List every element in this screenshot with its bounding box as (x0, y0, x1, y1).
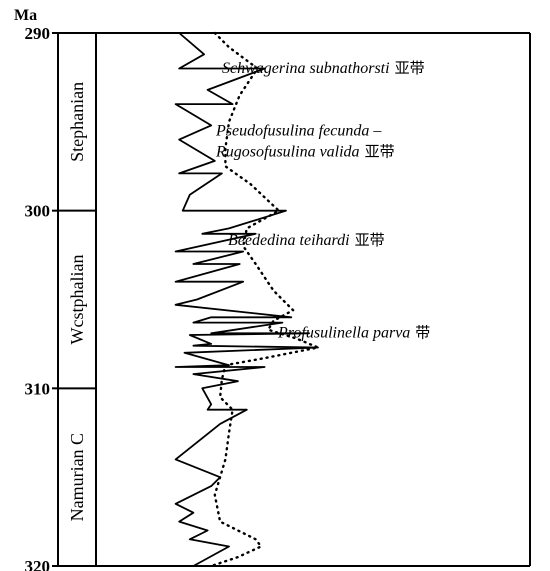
zone-label: Beededina teihardi 亚带 (228, 231, 385, 249)
zone-labels: Schwagerina subnathorsti 亚带 Pseudofusulina… (215, 59, 430, 342)
axis-ticks: 290 300 310 320 (25, 24, 58, 571)
dotted-curve (210, 31, 320, 568)
curves (174, 31, 320, 568)
zone-rank-suffix: 带 (415, 323, 430, 341)
stage-labels: Stephanian Wcstphalian Namurian C (58, 82, 96, 521)
zone-rank-suffix: 亚带 (365, 143, 395, 161)
stage-label: Namurian C (67, 433, 87, 521)
stage-label: Wcstphalian (67, 255, 87, 345)
zone-rank-suffix: 亚带 (395, 59, 425, 77)
tick-label: 300 (25, 202, 51, 221)
solid-curve (174, 32, 319, 567)
zone-name-line: Profusulinella parva (277, 324, 410, 341)
zone-label: Pseudofusulina fecunda – (215, 123, 382, 140)
stage-column-frame (57, 32, 531, 567)
tick-label: 310 (25, 379, 51, 398)
stage-label: Stephanian (67, 82, 87, 162)
tick-label: 290 (25, 24, 51, 43)
tick-label: 320 (25, 557, 51, 571)
zone-name-line: Schwagerina subnathorsti (222, 60, 390, 77)
zone-rank-suffix: 亚带 (355, 231, 385, 249)
axis-unit-label: Ma (14, 7, 37, 24)
zone-name-line: Beededina teihardi (228, 232, 350, 249)
zone-name-line: Rugosofusulina valida (215, 144, 360, 161)
zone-label: Rugosofusulina valida 亚带 (215, 143, 395, 161)
zone-label: Profusulinella parva 带 (277, 323, 430, 341)
zone-label: Schwagerina subnathorsti 亚带 (222, 59, 425, 77)
zone-name-line: Pseudofusulina fecunda – (215, 123, 382, 140)
